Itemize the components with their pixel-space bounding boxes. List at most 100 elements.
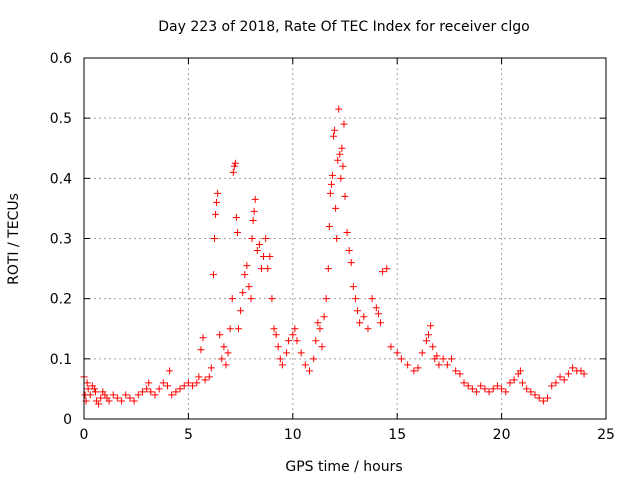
data-point (464, 382, 472, 390)
data-point (498, 385, 506, 393)
data-point (345, 247, 353, 255)
data-point (180, 382, 188, 390)
data-point (320, 313, 328, 321)
data-point (231, 159, 239, 167)
data-point (176, 385, 184, 393)
data-point (339, 162, 347, 170)
data-point (429, 343, 437, 351)
data-point (274, 343, 282, 351)
data-point (293, 337, 301, 345)
x-tick-label: 25 (597, 427, 615, 443)
data-point (316, 325, 324, 333)
data-point (376, 319, 384, 327)
data-point (201, 376, 209, 384)
data-point (247, 295, 255, 303)
data-point (527, 388, 535, 396)
data-point (577, 367, 585, 375)
data-point (276, 355, 284, 363)
data-point (189, 382, 197, 390)
x-tick-label: 0 (80, 427, 89, 443)
data-point (257, 265, 265, 273)
data-point (118, 397, 126, 405)
data-point (207, 364, 215, 372)
data-point (262, 235, 270, 242)
data-point (360, 313, 368, 321)
data-point (145, 379, 153, 387)
data-point (324, 265, 332, 273)
data-point (272, 331, 280, 339)
data-point (433, 352, 441, 360)
data-point (253, 247, 261, 255)
axis-ticks: 0 5 10 15 20 25 0 0.1 0.2 0.3 0.4 0.5 0.6 (50, 51, 615, 443)
data-point (232, 213, 240, 221)
data-point (364, 325, 372, 333)
grid-lines (84, 58, 606, 419)
data-point (312, 337, 320, 345)
data-point (374, 310, 382, 318)
data-point (331, 126, 339, 134)
data-point (489, 385, 497, 393)
data-point (251, 195, 259, 203)
data-point (326, 189, 334, 197)
x-tick-label: 10 (284, 427, 302, 443)
data-point (97, 394, 105, 402)
data-point (447, 355, 455, 363)
data-point (410, 367, 418, 375)
data-point (334, 156, 342, 164)
data-point (266, 253, 274, 261)
data-point (301, 361, 309, 369)
data-point (328, 171, 336, 179)
data-point (481, 385, 489, 393)
data-point (193, 379, 201, 387)
data-point (343, 228, 351, 236)
data-point (122, 391, 130, 399)
data-point (151, 391, 159, 399)
data-point (368, 295, 376, 303)
data-point (211, 235, 218, 242)
x-tick-label: 15 (388, 427, 406, 443)
data-point (336, 150, 344, 158)
data-point (155, 385, 163, 393)
data-point (523, 385, 531, 393)
data-point (250, 207, 258, 215)
chart-title: Day 223 of 2018, Rate Of TEC Index for r… (158, 19, 529, 35)
data-point (283, 349, 291, 357)
y-axis-label: ROTI / TECUs (6, 193, 22, 285)
x-tick-label: 20 (493, 427, 511, 443)
data-point (552, 379, 560, 387)
data-point (199, 334, 207, 342)
data-point (393, 349, 401, 357)
data-point (143, 385, 151, 393)
data-point (439, 355, 447, 363)
y-tick-label: 0.5 (50, 111, 72, 127)
data-point (383, 265, 391, 273)
data-point (249, 216, 257, 224)
data-point (351, 295, 359, 303)
data-point (379, 268, 387, 276)
data-point (285, 337, 293, 345)
data-point (86, 391, 94, 399)
data-point (90, 385, 98, 393)
y-tick-label: 0.3 (50, 232, 72, 248)
data-point (548, 382, 556, 390)
data-point (404, 361, 412, 369)
data-point (569, 364, 577, 372)
data-point (264, 265, 272, 273)
x-tick-label: 5 (184, 427, 193, 443)
data-point (349, 283, 357, 291)
data-point (218, 355, 226, 363)
data-point (243, 262, 251, 270)
data-point (468, 385, 476, 393)
data-point (216, 331, 224, 339)
data-point (130, 397, 138, 405)
data-point (493, 382, 501, 390)
data-point (435, 361, 443, 369)
data-points (80, 105, 588, 408)
data-point (502, 388, 510, 396)
data-point (387, 343, 395, 351)
data-point (414, 364, 422, 372)
data-point (195, 373, 203, 381)
data-point (268, 295, 276, 303)
data-point (113, 394, 121, 402)
